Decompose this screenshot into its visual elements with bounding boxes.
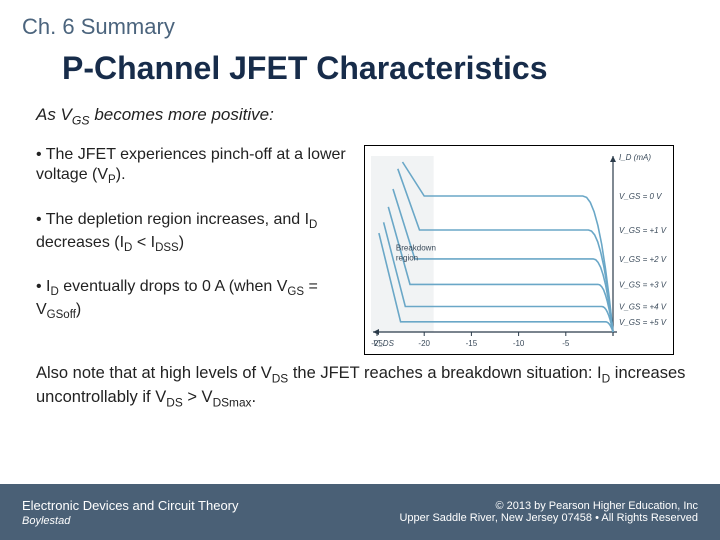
svg-text:V_GS = +2 V: V_GS = +2 V bbox=[619, 255, 667, 264]
svg-text:Breakdown: Breakdown bbox=[396, 244, 436, 253]
svg-text:V_GS = +5 V: V_GS = +5 V bbox=[619, 318, 667, 327]
footer-author: Boylestad bbox=[22, 515, 239, 527]
footer-bar: Electronic Devices and Circuit Theory Bo… bbox=[0, 484, 720, 540]
page-title: P-Channel JFET Characteristics bbox=[0, 40, 720, 105]
svg-text:V_GS = +1 V: V_GS = +1 V bbox=[619, 226, 667, 235]
lead-text: As VGS becomes more positive: bbox=[36, 105, 700, 127]
svg-text:V_GS = +4 V: V_GS = +4 V bbox=[619, 303, 667, 312]
footer-address: Upper Saddle River, New Jersey 07458 • A… bbox=[399, 512, 698, 524]
svg-text:-5: -5 bbox=[562, 339, 570, 348]
svg-text:-15: -15 bbox=[466, 339, 478, 348]
chapter-label: Ch. 6 Summary bbox=[0, 0, 720, 40]
svg-text:-10: -10 bbox=[513, 339, 525, 348]
svg-text:V_GS = 0 V: V_GS = 0 V bbox=[619, 192, 662, 201]
bullet-list: • The JFET experiences pinch-off at a lo… bbox=[36, 145, 346, 344]
footer-copyright: © 2013 by Pearson Higher Education, Inc bbox=[399, 500, 698, 512]
footer-book-title: Electronic Devices and Circuit Theory bbox=[22, 498, 239, 513]
also-note: Also note that at high levels of VDS the… bbox=[36, 363, 700, 410]
svg-text:-20: -20 bbox=[418, 339, 430, 348]
svg-text:region: region bbox=[396, 254, 418, 263]
svg-text:V_DS: V_DS bbox=[373, 339, 395, 348]
bullet-item: • ID eventually drops to 0 A (when VGS =… bbox=[36, 277, 346, 322]
svg-text:V_GS = +3 V: V_GS = +3 V bbox=[619, 281, 667, 290]
bullet-item: • The depletion region increases, and ID… bbox=[36, 210, 346, 255]
svg-text:I_D (mA): I_D (mA) bbox=[619, 153, 651, 162]
jfet-characteristics-chart: -5-10-15-20-25I_D (mA)V_DSV_GS = 0 VV_GS… bbox=[364, 145, 674, 355]
bullet-item: • The JFET experiences pinch-off at a lo… bbox=[36, 145, 346, 188]
